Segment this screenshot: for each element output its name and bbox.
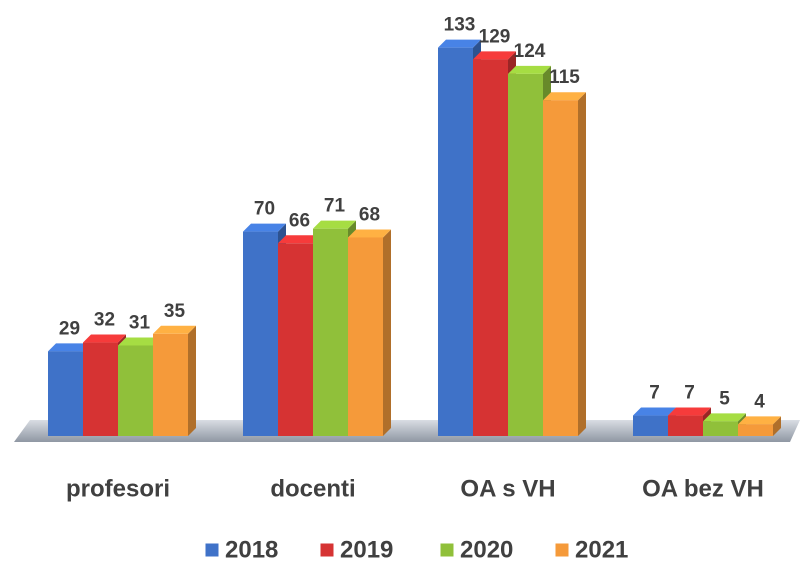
bar-top <box>508 65 551 74</box>
data-label: 70 <box>254 199 275 220</box>
bar <box>508 73 543 437</box>
bar <box>738 424 773 436</box>
bar <box>438 47 473 436</box>
data-label: 115 <box>549 67 580 88</box>
bar <box>473 59 508 436</box>
data-label: 71 <box>324 196 346 217</box>
data-label: 124 <box>514 41 546 62</box>
bar-top <box>473 51 516 60</box>
legend-swatch <box>554 542 570 558</box>
data-label: 31 <box>129 312 151 333</box>
data-label: 32 <box>94 310 115 331</box>
bar-side <box>578 92 586 436</box>
bar <box>153 333 188 436</box>
bar-top <box>83 334 126 343</box>
bar <box>703 421 738 436</box>
data-label: 5 <box>719 388 730 409</box>
data-label: 35 <box>164 301 186 322</box>
bar <box>278 243 313 436</box>
x-tick-label: profesori <box>66 475 170 502</box>
legend-swatch <box>439 542 455 558</box>
x-tick-label: OA bez VH <box>642 475 764 502</box>
data-label: 7 <box>684 383 695 404</box>
bar-top <box>738 416 781 425</box>
legend-swatch <box>319 542 335 558</box>
bar-top <box>278 235 321 244</box>
data-label: 7 <box>649 383 660 404</box>
bar <box>243 231 278 436</box>
bar <box>48 351 83 436</box>
legend-label: 2018 <box>225 536 278 563</box>
bar <box>543 100 578 436</box>
bar-side <box>188 325 196 436</box>
bar-side <box>383 229 391 436</box>
legend-label: 2021 <box>575 536 628 563</box>
bar-top <box>633 407 676 416</box>
legend-swatch <box>204 542 220 558</box>
bar <box>348 237 383 436</box>
bar-top <box>243 223 286 232</box>
x-tick-label: docenti <box>270 475 355 502</box>
data-label: 29 <box>59 318 80 339</box>
bar-top <box>668 407 711 416</box>
bar-top <box>703 413 746 422</box>
bar <box>83 342 118 436</box>
bar-side <box>773 416 781 436</box>
data-label: 66 <box>289 210 310 231</box>
bar <box>633 415 668 436</box>
data-label: 133 <box>444 15 476 36</box>
data-label: 68 <box>359 204 380 225</box>
legend-label: 2020 <box>460 536 513 563</box>
bar-top <box>543 92 586 101</box>
bar-top <box>153 325 196 334</box>
bar-top <box>48 343 91 352</box>
bar <box>668 415 703 436</box>
bar <box>118 345 153 436</box>
data-label: 4 <box>754 391 765 412</box>
legend-label: 2019 <box>340 536 393 563</box>
bar-top <box>313 220 356 229</box>
bar <box>313 228 348 436</box>
floor <box>14 420 800 442</box>
bar-top <box>348 229 391 238</box>
bar-top <box>118 337 161 346</box>
data-label: 129 <box>479 26 511 47</box>
x-tick-label: OA s VH <box>460 475 555 502</box>
bar-top <box>438 39 481 48</box>
